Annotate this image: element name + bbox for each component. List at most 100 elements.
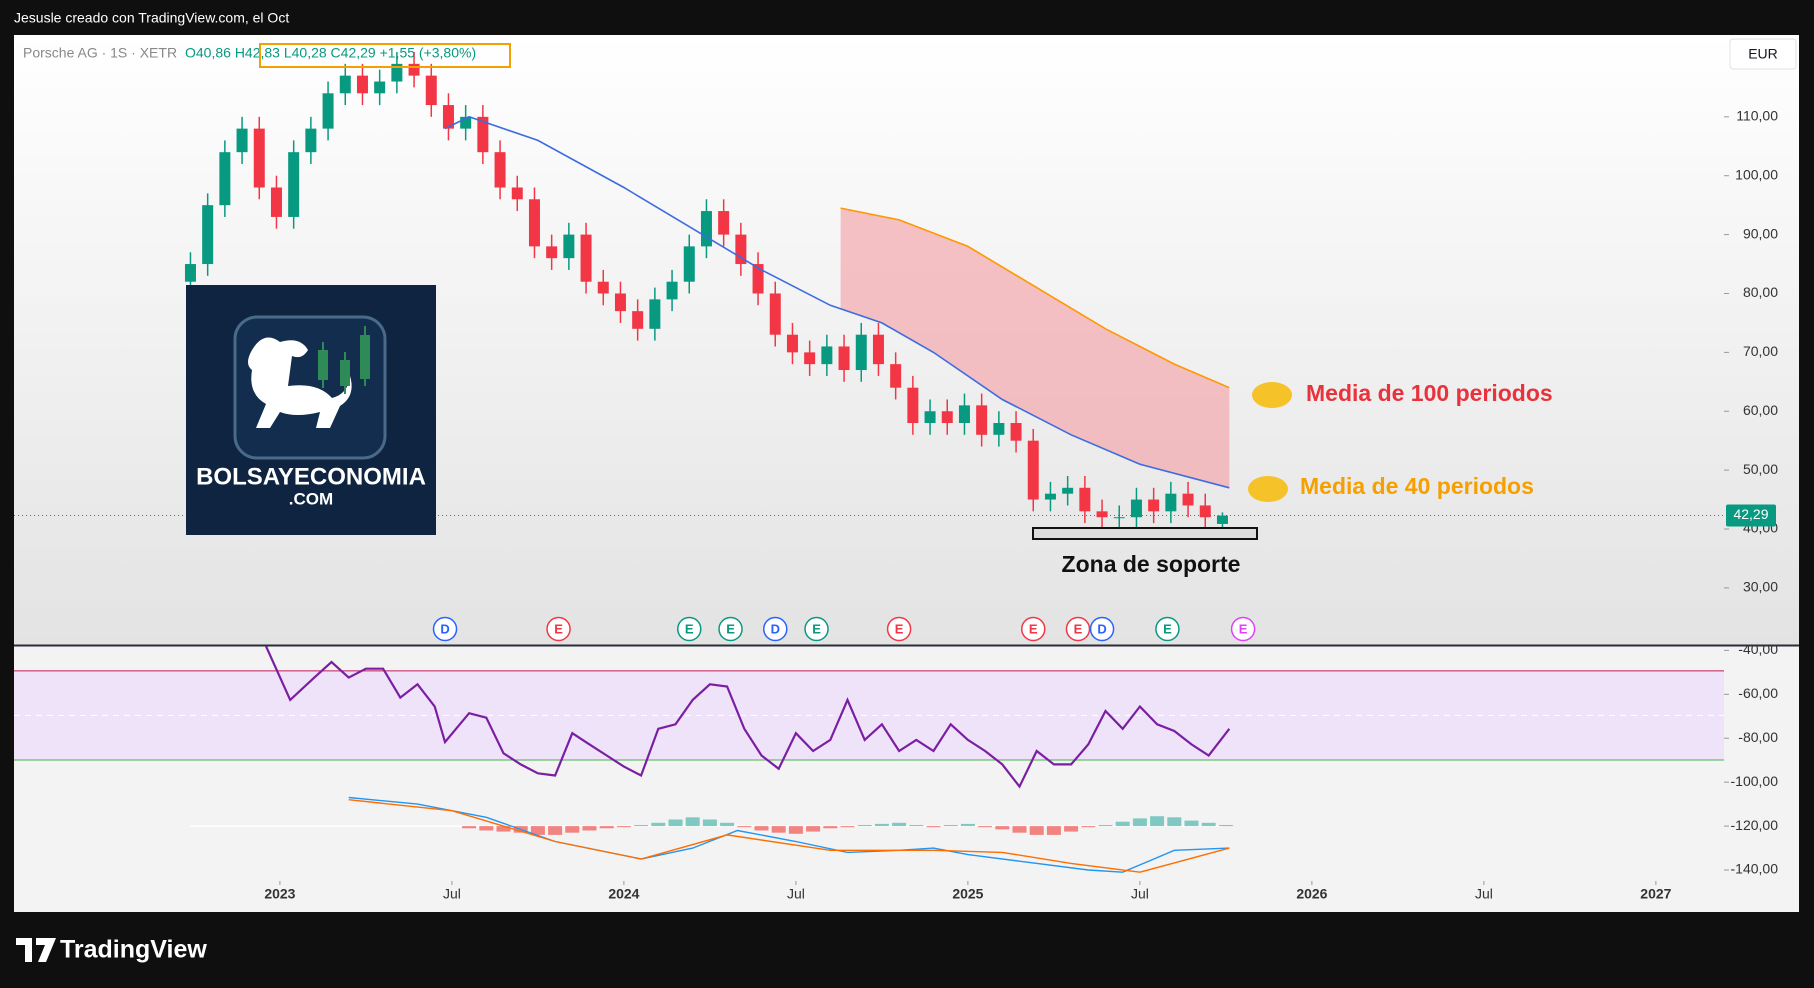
candle-body (1096, 511, 1108, 518)
macd-histogram-bar (1012, 826, 1027, 833)
candle-body (683, 246, 695, 282)
macd-histogram-bar (702, 819, 717, 827)
candle-body (580, 234, 592, 282)
macd-line (348, 799, 1230, 873)
event-label: D (771, 621, 780, 636)
macd-histogram-bar (1029, 826, 1044, 835)
annotation: Media de 40 periodos (1300, 473, 1534, 499)
candle-body (597, 281, 609, 294)
y-tick-label: -140,00 (1731, 861, 1779, 877)
macd-histogram-bar (1201, 822, 1216, 827)
macd-histogram-bar (788, 826, 803, 834)
event-marker (677, 616, 702, 642)
candle-body (924, 411, 936, 424)
event-label: E (726, 621, 735, 636)
candle-body (494, 152, 506, 188)
macd-histogram-bar (978, 826, 993, 828)
x-tick-label: 2027 (1640, 886, 1671, 902)
event-label: E (554, 621, 563, 636)
event-marker (546, 616, 571, 642)
candle-body (821, 346, 833, 365)
macd-histogram-bar (1115, 821, 1130, 827)
macd-histogram-bar (496, 826, 511, 832)
candle-body (391, 63, 403, 82)
moving-average (444, 115, 1230, 489)
macd-histogram-bar (462, 826, 477, 829)
macd-histogram-bar (651, 822, 666, 827)
y-tick-label: 90,00 (1743, 225, 1778, 241)
y-tick-label: -100,00 (1731, 773, 1779, 789)
y-tick-label: -60,00 (1738, 685, 1778, 701)
macd-histogram-bar (754, 826, 769, 831)
candle-body (288, 152, 300, 217)
last-price-tag (1726, 504, 1776, 527)
candle-body (305, 128, 317, 153)
credit: Jesusle creado con TradingView.com, el O… (14, 10, 289, 26)
macd-histogram-bar (1167, 817, 1182, 827)
x-tick-label: Jul (1131, 886, 1149, 902)
y-tick-label: 50,00 (1743, 461, 1778, 477)
logo-domain: .COM (289, 489, 333, 508)
candle-body (958, 405, 970, 424)
macd-histogram-bar (874, 823, 889, 827)
macd-histogram-bar (909, 824, 924, 827)
candle-body (941, 411, 953, 424)
macd-histogram-bar (1098, 824, 1113, 827)
macd-histogram-bar (926, 826, 941, 828)
pointer-hand (1248, 476, 1288, 502)
candle-body (546, 246, 558, 259)
candle-body (976, 405, 988, 435)
candle-body (1199, 505, 1211, 518)
macd-histogram-bar (616, 826, 631, 828)
event-marker (763, 616, 788, 642)
macd-histogram-bar (840, 826, 855, 828)
x-tick-label: Jul (787, 886, 805, 902)
event-label: D (440, 621, 449, 636)
candle-body (184, 264, 196, 282)
x-tick-label: 2024 (608, 886, 639, 902)
annotation: Zona de soporte (1062, 551, 1241, 577)
y-tick-label: 70,00 (1743, 343, 1778, 359)
candle-body (666, 281, 678, 300)
candle-body (1182, 493, 1194, 506)
y-tick-label: -80,00 (1738, 729, 1778, 745)
candle-body (202, 205, 214, 265)
moving-average (840, 207, 1230, 389)
currency[interactable]: EUR (1748, 46, 1778, 62)
ma-band (840, 208, 1230, 488)
candle-body (786, 334, 798, 353)
macd-histogram-bar (960, 823, 975, 827)
footer-logo: TradingView (16, 936, 207, 964)
macd-histogram-bar (1132, 818, 1147, 827)
symbol-legend: Porsche AG · 1S · XETR (23, 45, 177, 61)
candle-body (270, 187, 282, 217)
event-label: D (1097, 621, 1106, 636)
macd-histogram-bar (565, 826, 580, 833)
event-marker (1089, 616, 1115, 642)
macd-histogram-bar (995, 826, 1010, 830)
x-tick-label: 2023 (264, 886, 295, 902)
candle-body (907, 387, 919, 424)
macd-histogram-bar (771, 826, 786, 833)
y-tick-label: 100,00 (1735, 166, 1778, 182)
candle-body (511, 187, 523, 200)
y-tick-label: 80,00 (1743, 284, 1778, 300)
candle-body (614, 293, 626, 312)
macd-line (348, 796, 1230, 873)
macd-histogram-bar (1064, 826, 1079, 832)
event-marker (804, 616, 829, 642)
candle-body (700, 211, 712, 247)
logo-name: BOLSAYECONOMIA (196, 463, 426, 490)
axes: 30,0040,0050,0060,0070,0080,0090,00100,0… (264, 108, 1778, 902)
candle-body (1216, 515, 1228, 524)
macd-histogram-bar (857, 824, 872, 827)
candle-body (374, 81, 386, 94)
candle-body (408, 63, 420, 76)
highlight-box (259, 43, 511, 68)
candle-body (1113, 517, 1125, 519)
currency-button[interactable] (1729, 38, 1797, 70)
macd-histogram-bar (892, 822, 907, 827)
candle-body (855, 334, 867, 371)
